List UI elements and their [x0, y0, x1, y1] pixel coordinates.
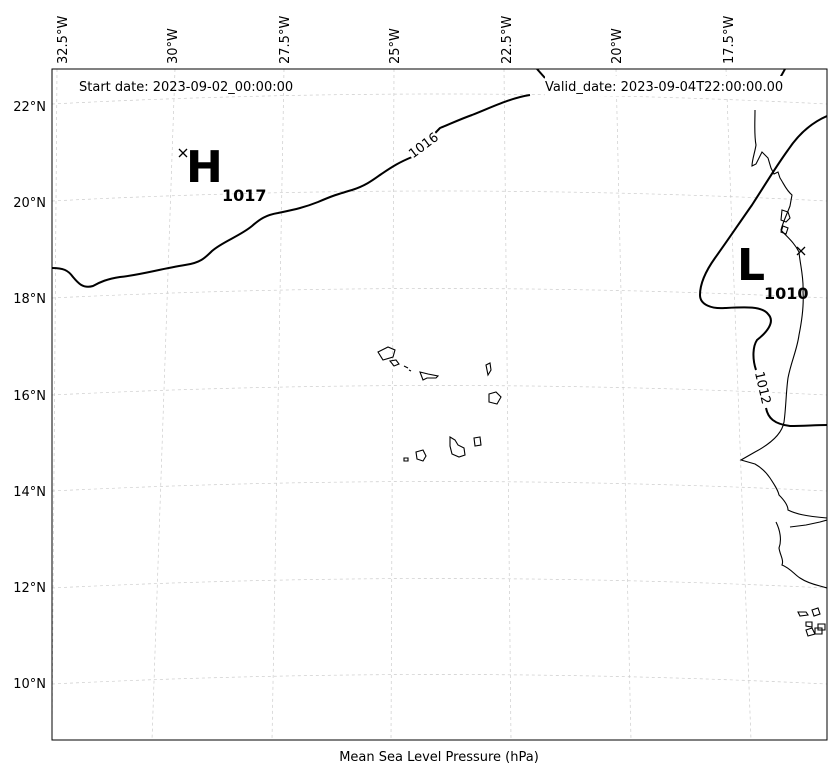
isobar-1012 [698, 115, 827, 428]
meridian-line [52, 69, 58, 740]
lat-label: 14°N [13, 485, 46, 500]
lon-label: 20°W [610, 28, 625, 64]
raso-island [408, 369, 412, 372]
plot-frame [51, 68, 828, 741]
low-center-value: 1010 [764, 284, 809, 303]
high-center-letter: H [186, 142, 223, 193]
parallel-line [52, 481, 827, 492]
sao-vicente-island [388, 359, 400, 367]
latitude-labels: 22°N 20°N 18°N 16°N 14°N 12°N 10°N [13, 100, 46, 692]
lat-label: 22°N [13, 100, 46, 115]
header-info: Start date: 2023-09-02_00:00:00 Valid_da… [79, 76, 805, 96]
isobars [52, 69, 827, 428]
boa-vista-island [488, 391, 502, 405]
sao-nicolau-island [419, 371, 440, 381]
low-pressure-center: L 1010 [737, 240, 809, 303]
meridian-line [271, 69, 285, 740]
banc-arguin-island [780, 209, 791, 223]
lat-label: 10°N [13, 677, 46, 692]
lon-label: 25°W [388, 28, 403, 64]
banc-arguin-island [780, 225, 789, 235]
lat-label: 12°N [13, 581, 46, 596]
bijagos-island [805, 621, 813, 628]
high-center-value: 1017 [222, 186, 267, 205]
parallel-line [52, 190, 827, 202]
meridian-line [725, 69, 752, 740]
valid-date-text: Valid_date: 2023-09-04T22:00:00.00 [545, 80, 783, 95]
lat-label: 16°N [13, 389, 46, 404]
map-caption: Mean Sea Level Pressure (hPa) [339, 750, 539, 765]
bijagos-island [811, 607, 821, 617]
low-center-marker [796, 246, 806, 256]
brava-island [403, 457, 409, 462]
high-center-marker [178, 148, 188, 158]
longitude-labels: 32.5°W 30°W 27.5°W 25°W 22.5°W 20°W 17.5… [56, 16, 737, 64]
lon-label: 32.5°W [56, 16, 71, 64]
isobar-1016-north [536, 69, 546, 79]
isobar-1016 [52, 94, 531, 288]
parallel-line [52, 93, 827, 105]
parallel-line [52, 674, 827, 685]
lon-label: 30°W [166, 28, 181, 64]
high-pressure-center: H 1017 [178, 142, 267, 205]
isobar-label-1012: 1012 [751, 370, 773, 406]
fogo-island [415, 449, 427, 462]
sal-island [485, 362, 492, 377]
parallel-line [52, 578, 827, 589]
bijagos-island [814, 627, 823, 635]
santiago-island [449, 436, 466, 458]
bijagos-island [797, 611, 809, 617]
bijagos-island [805, 627, 816, 637]
meridian-line [390, 69, 395, 740]
lon-label: 17.5°W [722, 16, 737, 64]
maio-island [473, 436, 482, 447]
isobar-labels: 1016 1012 [405, 128, 775, 407]
africa-coastline-south [775, 521, 827, 589]
santo-antao-island [377, 346, 396, 361]
low-center-letter: L [737, 240, 765, 291]
santa-luzia-island [403, 365, 409, 369]
start-date-text: Start date: 2023-09-02_00:00:00 [79, 80, 293, 95]
lat-label: 20°N [13, 196, 46, 211]
meridian-line [615, 69, 632, 740]
graticule [52, 69, 827, 740]
meridian-line [503, 69, 512, 740]
gambia-river [789, 519, 827, 528]
lon-label: 27.5°W [278, 16, 293, 64]
parallel-line [52, 385, 827, 396]
africa-coastline [739, 109, 827, 519]
coastlines [377, 109, 827, 637]
lon-label: 22.5°W [500, 16, 515, 64]
meridian-line [151, 69, 176, 740]
parallel-line [52, 288, 827, 299]
lat-label: 18°N [13, 292, 46, 307]
